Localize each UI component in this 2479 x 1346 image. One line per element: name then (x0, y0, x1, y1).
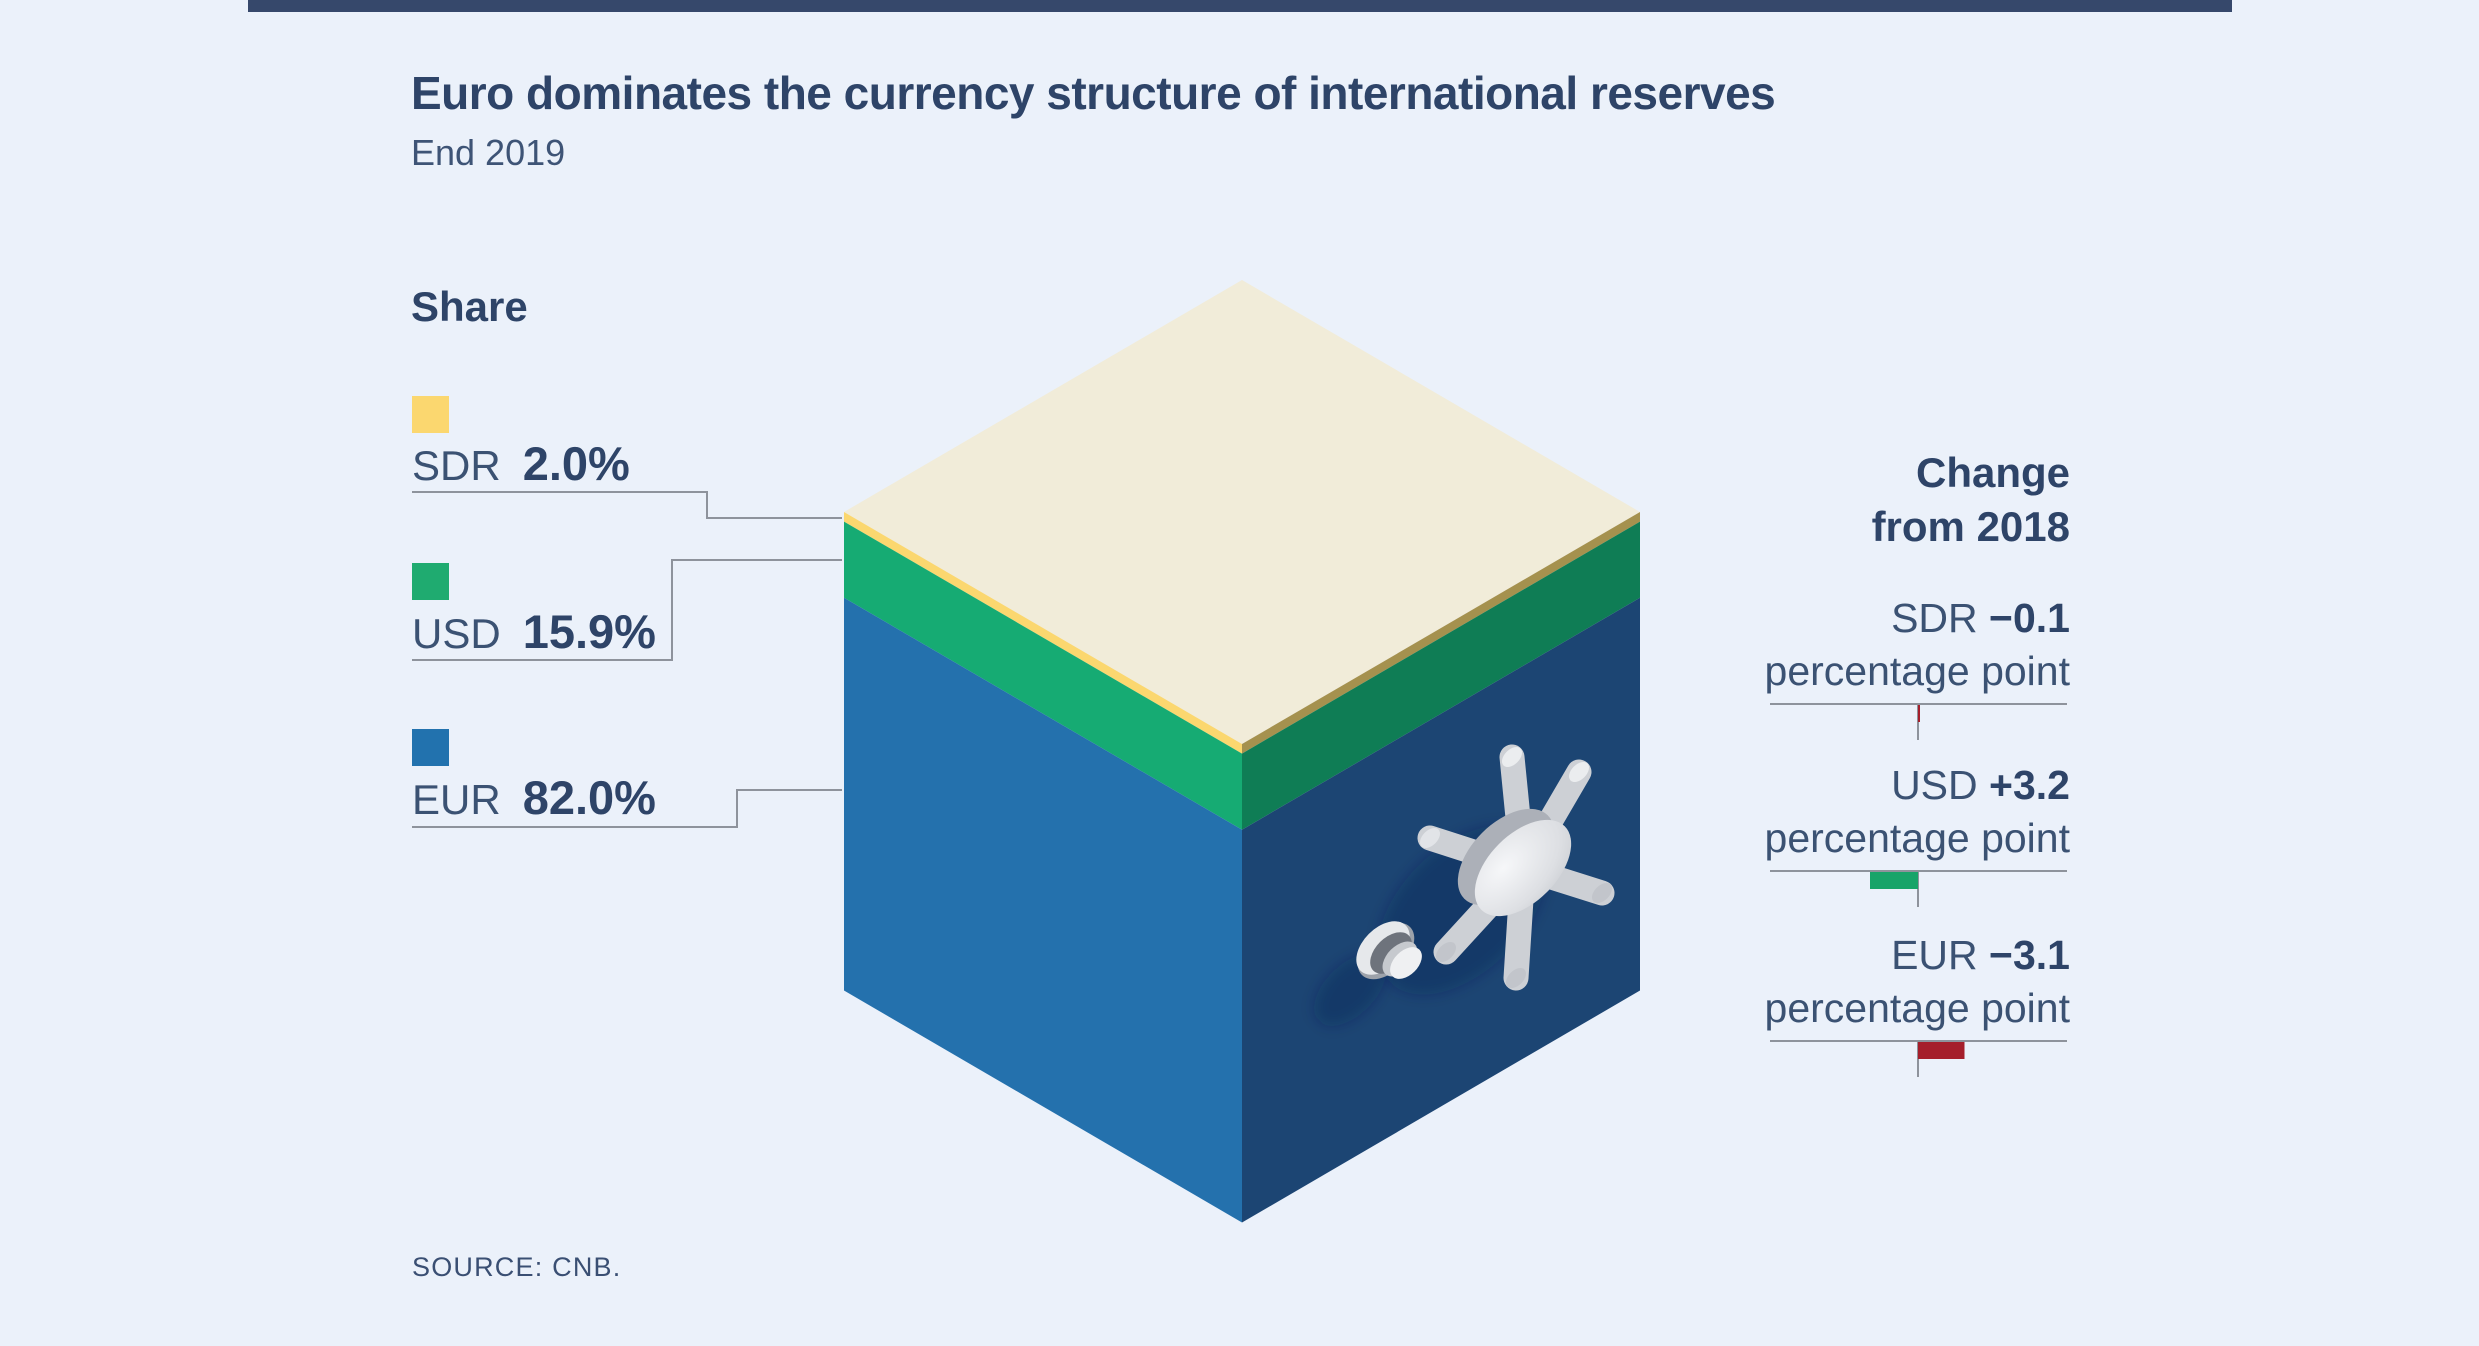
legend-connector-lines (412, 491, 842, 828)
top-accent-bar (248, 0, 2232, 12)
legend-label: USD (412, 610, 501, 657)
change-row-sdr: SDR −0.1 percentage point (1765, 592, 2070, 698)
share-heading: Share (411, 283, 528, 330)
legend-row-usd: USD 15.9% (412, 604, 656, 659)
cube-right-band-usd (1242, 521, 1640, 830)
change-heading-line2: from 2018 (1871, 503, 2070, 550)
change-bars (1870, 705, 1965, 1059)
change-bar-sdr (1918, 705, 1920, 722)
vault-handle-group (1314, 744, 1615, 1026)
legend-swatch-sdr (412, 396, 449, 433)
change-value: +3.2 (1989, 762, 2070, 808)
legend-value: 82.0% (522, 771, 656, 824)
legend-swatch-usd (412, 563, 449, 600)
legend-label: EUR (412, 776, 501, 823)
change-bar-eur (1918, 1042, 1965, 1059)
legend-row-sdr: SDR 2.0% (412, 436, 630, 491)
change-row-eur: EUR −3.1 percentage point (1765, 929, 2070, 1035)
connector-eur (412, 789, 842, 828)
cube-left-face-bands (844, 512, 1242, 1223)
change-heading: Change from 2018 (1872, 446, 2070, 554)
change-bar-usd (1870, 872, 1918, 889)
vault-knob-icon (1356, 921, 1422, 980)
wheel-hub-face (1474, 819, 1572, 917)
legend-value: 15.9% (522, 605, 656, 658)
legend-row-eur: EUR 82.0% (412, 770, 656, 825)
page-subtitle: End 2019 (411, 132, 566, 173)
change-unit: percentage point (1764, 985, 2070, 1031)
change-code: SDR (1891, 595, 1978, 641)
legend-value: 2.0% (522, 437, 630, 490)
change-value: −0.1 (1989, 595, 2070, 641)
cube-left-band-sdr (844, 512, 1242, 754)
change-unit: percentage point (1764, 815, 2070, 861)
change-code: USD (1891, 762, 1978, 808)
connector-sdr (412, 491, 842, 519)
page-title: Euro dominates the currency structure of… (411, 67, 1776, 119)
change-heading-line1: Change (1915, 449, 2070, 496)
change-row-usd: USD +3.2 percentage point (1765, 759, 2070, 865)
change-unit: percentage point (1764, 648, 2070, 694)
cube-right-band-sdr (1242, 512, 1640, 754)
cube-left-band-usd (844, 521, 1242, 830)
change-value: −3.1 (1989, 932, 2070, 978)
legend-label: SDR (412, 442, 501, 489)
wheel-spoke-caps (1419, 746, 1613, 989)
source-note: SOURCE: CNB. (412, 1252, 622, 1282)
change-code: EUR (1891, 932, 1978, 978)
cube-left-band-eur (844, 597, 1242, 1223)
legend-swatch-eur (412, 729, 449, 766)
connector-usd (412, 559, 842, 661)
